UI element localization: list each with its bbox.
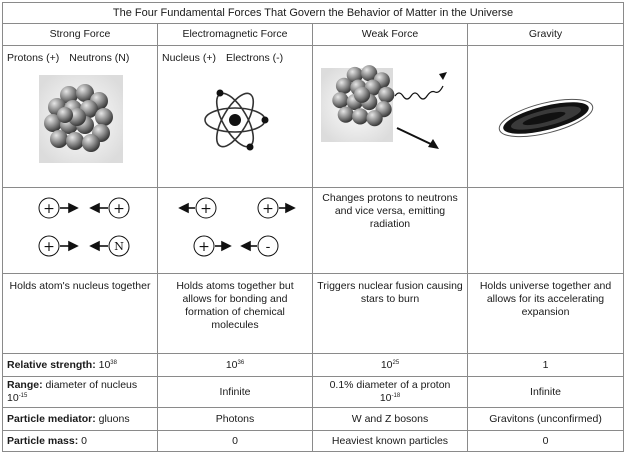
nucleus-label: Nucleus (+) [162, 52, 216, 64]
gravity-illustration-cell [466, 45, 625, 188]
mass-em-cell: 0 [157, 430, 313, 452]
svg-text:+: + [200, 201, 212, 217]
strength-label: Relative strength: [7, 358, 96, 371]
mediator-strong-cell: Particle mediator: gluons [2, 407, 158, 431]
nucleus-cluster-image [39, 75, 123, 163]
particle-interaction-row: + + + N + + + - [2, 187, 625, 274]
illustration-row: Protons (+) Neutrons (N) [2, 45, 625, 188]
strong-particle-labels: Protons (+) Neutrons (N) [7, 46, 153, 65]
mass-strong-cell: Particle mass: 0 [2, 430, 158, 452]
protons-label: Protons (+) [7, 52, 60, 64]
gravity-interaction-cell [466, 187, 625, 274]
range-em-cell: Infinite [157, 376, 313, 408]
svg-text:-: - [266, 239, 271, 255]
svg-text:+: + [262, 201, 274, 217]
mass-label: Particle mass: [7, 434, 79, 447]
range-weak-cell: 0.1% diameter of a proton 10-18 [312, 376, 468, 408]
title-row: The Four Fundamental Forces That Govern … [1, 2, 625, 24]
table-title: The Four Fundamental Forces That Govern … [1, 2, 625, 24]
relative-strength-row: Relative strength: 1038 1036 1025 1 [2, 353, 625, 377]
strong-attraction-diagram: + + + N [38, 197, 130, 257]
gravity-role: Holds universe together and allows for i… [466, 273, 625, 354]
header-electromagnetic-force: Electromagnetic Force [157, 23, 313, 46]
svg-text:N: N [114, 240, 124, 253]
weak-illustration-cell [312, 45, 468, 188]
weak-interaction-cell: Changes protons to neutrons and vice ver… [312, 187, 468, 274]
svg-text:+: + [198, 239, 210, 255]
range-row: Range: diameter of nucleus 10-15 Infinit… [2, 376, 625, 408]
strength-strong-cell: Relative strength: 1038 [2, 353, 158, 377]
neutrons-label: Neutrons (N) [69, 52, 130, 64]
strength-gravity-cell: 1 [466, 353, 625, 377]
em-particle-labels: Nucleus (+) Electrons (-) [162, 46, 308, 65]
range-label: Range: [7, 379, 43, 391]
range-strong-cell: Range: diameter of nucleus 10-15 [2, 376, 158, 408]
galaxy-image [498, 98, 594, 138]
strong-illustration-cell: Protons (+) Neutrons (N) [2, 45, 158, 188]
svg-text:+: + [43, 201, 55, 217]
header-gravity: Gravity [466, 23, 625, 46]
strength-em-cell: 1036 [157, 353, 313, 377]
range-gravity-cell: Infinite [466, 376, 625, 408]
particle-mediator-row: Particle mediator: gluons Photons W and … [2, 407, 625, 431]
em-charge-diagram: + + + - [178, 197, 296, 257]
mediator-gravity-cell: Gravitons (unconfirmed) [466, 407, 625, 431]
header-strong-force: Strong Force [2, 23, 158, 46]
radioactive-decay-image [321, 65, 447, 149]
header-row: Strong Force Electromagnetic Force Weak … [2, 23, 625, 46]
header-weak-force: Weak Force [312, 23, 468, 46]
atom-orbit-image [204, 89, 269, 151]
em-illustration-cell: Nucleus (+) Electrons (-) [157, 45, 313, 188]
svg-text:+: + [43, 239, 55, 255]
strength-weak-cell: 1025 [312, 353, 468, 377]
mediator-em-cell: Photons [157, 407, 313, 431]
mediator-weak-cell: W and Z bosons [312, 407, 468, 431]
svg-text:+: + [113, 201, 125, 217]
mass-weak-cell: Heaviest known particles [312, 430, 468, 452]
electrons-label: Electrons (-) [225, 52, 284, 64]
strong-role: Holds atom's nucleus together [2, 273, 158, 354]
mediator-label: Particle mediator: [7, 412, 96, 425]
strong-interaction-cell: + + + N [2, 187, 158, 274]
em-role: Holds atoms together but allows for bond… [157, 273, 313, 354]
mass-gravity-cell: 0 [466, 430, 625, 452]
particle-mass-row: Particle mass: 0 0 Heaviest known partic… [2, 430, 625, 452]
em-interaction-cell: + + + - [157, 187, 313, 274]
role-row: Holds atom's nucleus together Holds atom… [2, 273, 625, 354]
weak-role: Triggers nuclear fusion causing stars to… [312, 273, 468, 354]
